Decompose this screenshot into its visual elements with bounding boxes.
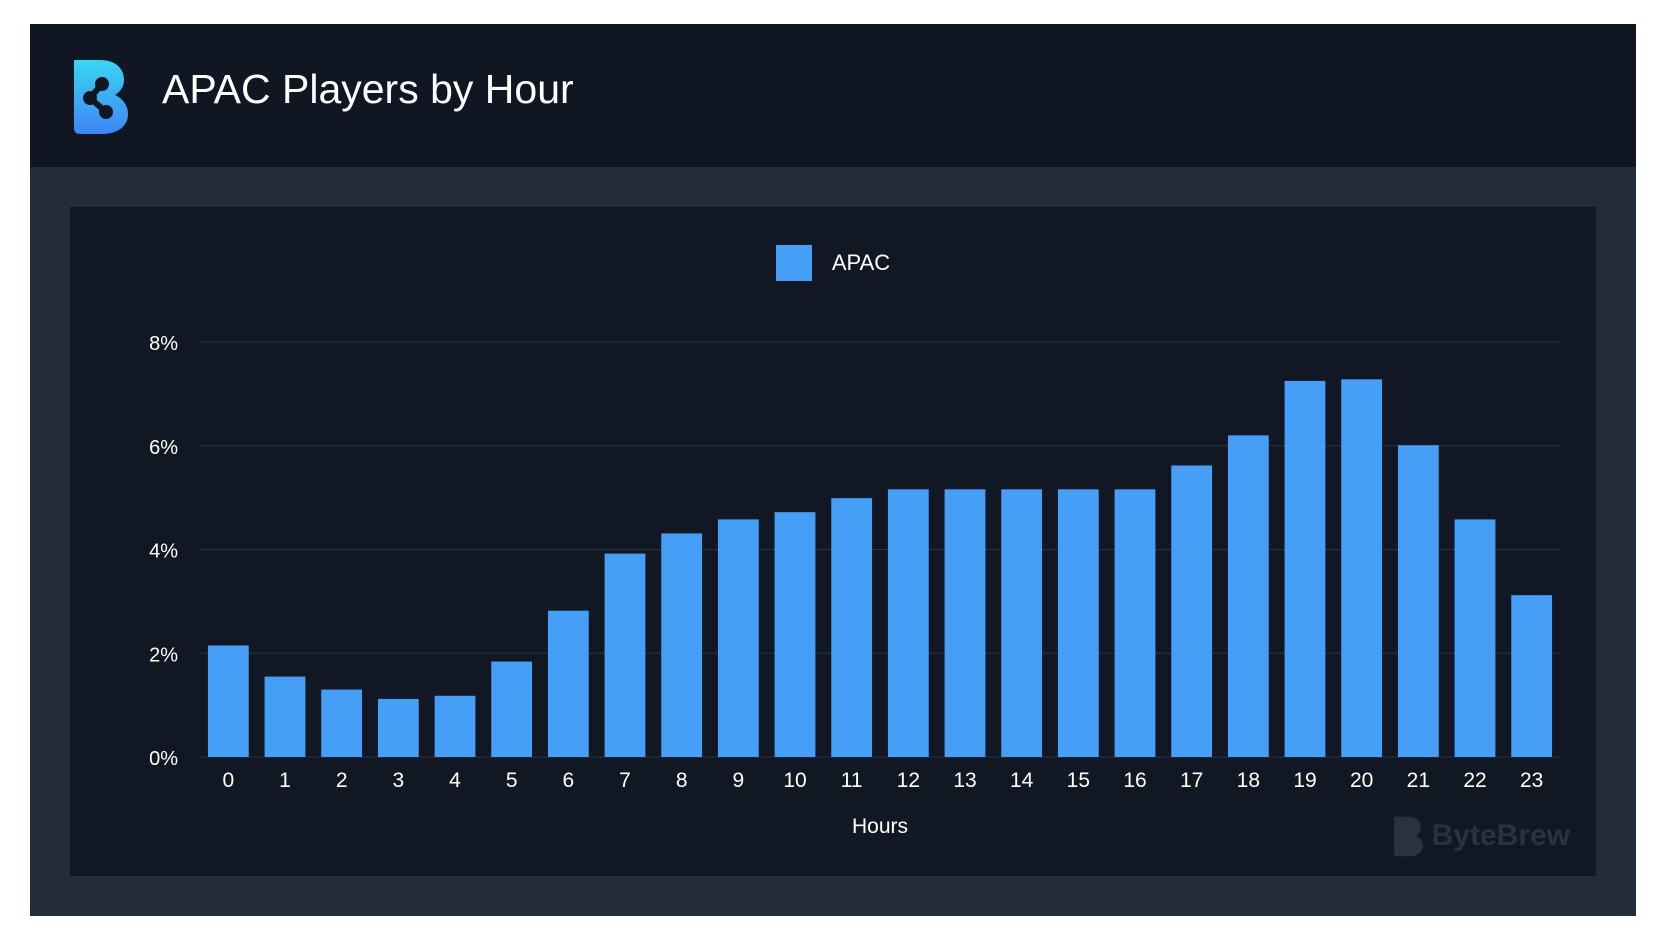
x-tick-label: 19 [1293,769,1316,792]
watermark-logo-icon [1393,816,1423,857]
x-tick-label: 5 [506,769,518,792]
x-tick-label: 14 [1010,769,1034,792]
y-tick-label: 2% [149,644,178,666]
x-tick-label: 16 [1123,769,1146,792]
x-tick-label: 15 [1067,769,1090,792]
bar-hour-15[interactable] [1057,489,1099,757]
bytebrew-logo-icon [74,60,128,134]
bar-hour-6[interactable] [547,610,589,757]
bar-hour-23[interactable] [1511,595,1553,757]
x-tick-label: 1 [279,769,291,792]
chart-card: APAC Players by Hour APAC 0% 2% 4% 6% 8% 0 1 2 3… [30,24,1636,916]
bar-hour-14[interactable] [1001,489,1043,757]
watermark: ByteBrew [1392,814,1570,858]
bar-hour-8[interactable] [661,533,703,757]
bar-chart: 0%2%4%6%8%0 1 2 3 4 5 6 7 8 9 10 11 12 13 14 15 16 17 18 19… [149,333,1560,838]
bar-hour-18[interactable] [1227,435,1269,757]
bar-hour-20[interactable] [1341,379,1383,757]
bar-hour-0[interactable] [207,645,249,757]
bar-hour-1[interactable] [264,676,306,757]
y-tick-label: 8% [149,333,178,355]
x-tick-label: 8 [676,769,688,792]
x-axis-label: Hours [852,815,908,838]
x-tick-label: 23 [1520,769,1543,792]
bar-hour-13[interactable] [944,489,986,757]
x-tick-label: 18 [1237,769,1260,792]
chart-legend: APAC [70,245,1596,281]
bar-hour-17[interactable] [1171,465,1213,757]
bar-hour-3[interactable] [377,698,419,757]
x-tick-label: 21 [1407,769,1430,792]
bar-hour-21[interactable] [1397,445,1439,757]
x-tick-label: 22 [1463,769,1486,792]
bar-hour-10[interactable] [774,512,816,757]
x-tick-label: 0 [222,769,234,792]
y-tick-label: 6% [149,437,178,459]
y-tick-label: 4% [149,541,178,563]
bar-hour-19[interactable] [1284,380,1326,757]
bar-hour-7[interactable] [604,553,646,757]
watermark-text: ByteBrew [1431,819,1570,852]
page-title: APAC Players by Hour [162,66,574,112]
x-tick-label: 12 [897,769,920,792]
x-tick-label: 11 [841,769,863,792]
x-tick-label: 2 [336,769,348,792]
bar-hour-2[interactable] [321,689,363,757]
x-tick-label: 4 [449,769,461,792]
x-tick-label: 9 [732,769,744,792]
x-tick-label: 13 [953,769,976,792]
x-tick-label: 3 [392,769,404,792]
bar-hour-4[interactable] [434,695,476,757]
x-tick-label: 6 [562,769,574,792]
x-tick-label: 20 [1350,769,1373,792]
bar-hour-22[interactable] [1454,519,1496,757]
legend-swatch [775,245,812,281]
bar-hour-9[interactable] [717,519,759,757]
x-tick-label: 17 [1180,769,1203,792]
bar-hour-11[interactable] [831,498,873,757]
y-tick-label: 0% [149,748,178,770]
bar-hour-12[interactable] [887,489,929,757]
x-tick-label: 10 [783,769,806,792]
header-bar: APAC Players by Hour [30,24,1636,167]
chart-panel: APAC 0% 2% 4% 6% 8% 0 1 2 3 4 5 6 7 8 9 10 11 12 13 14 15 16 1… [70,207,1596,876]
x-tick-label: 7 [619,769,631,792]
bar-hour-16[interactable] [1114,489,1156,757]
legend-label: APAC [831,250,891,275]
bar-hour-5[interactable] [491,661,533,757]
